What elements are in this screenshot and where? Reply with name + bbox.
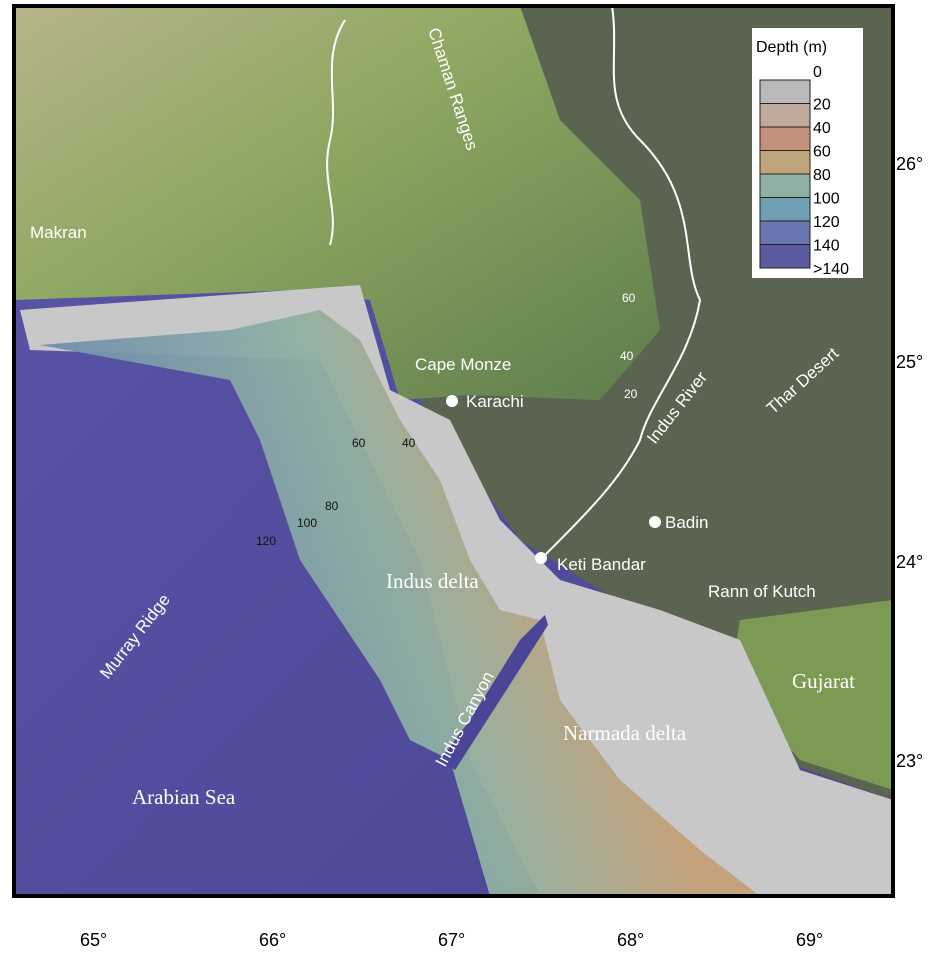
lat-tick: 23° xyxy=(896,751,923,771)
depth-legend: Depth (m) 0 20 40 60 80 100 120 140 >140 xyxy=(752,28,863,278)
legend-level-label: 0 xyxy=(813,64,822,81)
legend-swatch xyxy=(759,79,811,104)
badin-marker xyxy=(649,516,661,528)
legend-level-label: 60 xyxy=(813,144,831,161)
legend-swatch xyxy=(759,244,811,269)
legend-swatch xyxy=(759,150,811,175)
legend-level-label: 100 xyxy=(813,191,840,208)
label-indus-delta: Indus delta xyxy=(386,569,479,593)
label-makran: Makran xyxy=(30,223,87,242)
label-gujarat: Gujarat xyxy=(792,669,855,693)
legend-level-label: >140 xyxy=(813,261,849,278)
legend-swatch xyxy=(759,220,811,245)
contour-label: 20 xyxy=(624,387,638,401)
contour-label: 40 xyxy=(620,349,634,363)
legend-swatch xyxy=(759,197,811,222)
label-narmada-delta: Narmada delta xyxy=(563,721,687,745)
legend-level-label: 40 xyxy=(813,120,831,137)
contour-label: 120 xyxy=(256,534,276,548)
legend-title: Depth (m) xyxy=(756,39,827,56)
keti-bandar-marker xyxy=(535,552,547,564)
legend-level-label: 80 xyxy=(813,167,831,184)
lat-tick: 25° xyxy=(896,352,923,372)
longitude-axis: 65° 66° 67° 68° 69° xyxy=(80,930,823,950)
lat-tick: 24° xyxy=(896,552,923,572)
label-badin: Badin xyxy=(665,513,708,532)
gujarat-land xyxy=(730,600,893,790)
karachi-marker xyxy=(446,395,458,407)
latitude-axis: 26° 25° 24° 23° xyxy=(896,154,923,771)
lon-tick: 65° xyxy=(80,930,107,950)
outer-shelf xyxy=(40,310,760,896)
lon-tick: 69° xyxy=(796,930,823,950)
west-land xyxy=(14,6,660,400)
legend-level-label: 120 xyxy=(813,214,840,231)
legend-level-label: 140 xyxy=(813,238,840,255)
legend-swatch xyxy=(759,126,811,151)
contour-label: 60 xyxy=(352,436,366,450)
legend-level-label: 20 xyxy=(813,97,831,114)
contour-label: 80 xyxy=(325,499,339,513)
lon-tick: 68° xyxy=(617,930,644,950)
legend-swatch xyxy=(759,173,811,198)
contour-label: 40 xyxy=(402,436,416,450)
label-arabian-sea: Arabian Sea xyxy=(132,785,236,809)
label-rann-of-kutch: Rann of Kutch xyxy=(708,582,816,601)
indus-river xyxy=(539,6,702,561)
legend-swatch xyxy=(759,103,811,128)
label-karachi: Karachi xyxy=(466,392,524,411)
label-cape-monze: Cape Monze xyxy=(415,355,511,374)
lat-tick: 26° xyxy=(896,154,923,174)
lon-tick: 67° xyxy=(438,930,465,950)
hub-river xyxy=(326,19,346,246)
indus-canyon-channel xyxy=(440,615,548,770)
map-frame xyxy=(12,4,895,898)
contour-label: 60 xyxy=(622,291,636,305)
contour-label: 100 xyxy=(297,516,317,530)
label-keti-bandar: Keti Bandar xyxy=(557,555,646,574)
lon-tick: 66° xyxy=(259,930,286,950)
